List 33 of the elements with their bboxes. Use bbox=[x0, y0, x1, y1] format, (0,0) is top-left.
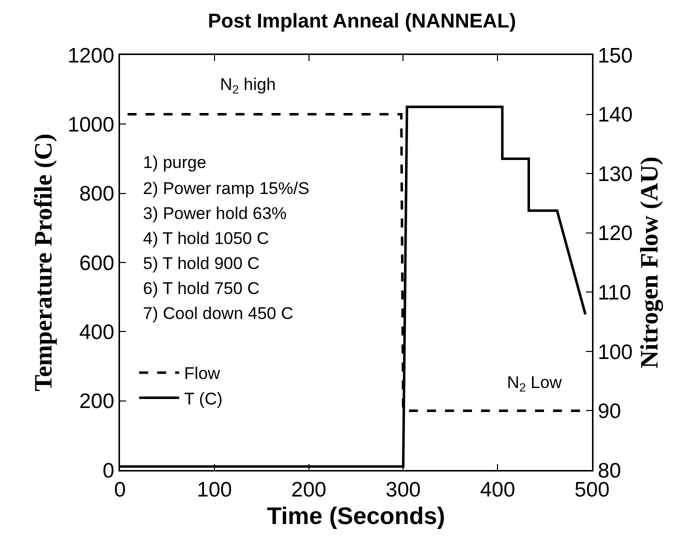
y-tick-label: 200 bbox=[79, 390, 114, 414]
y2-tick-label: 150 bbox=[598, 44, 633, 68]
y-axis-title: Temperature Profile (C) bbox=[30, 134, 58, 392]
y2-tick-label: 130 bbox=[598, 162, 633, 186]
y-tick-label: 1000 bbox=[68, 114, 114, 137]
annotation: 6) T hold 750 C bbox=[143, 279, 260, 298]
x-tick-label: 400 bbox=[480, 478, 516, 502]
y-tick-label: 1200 bbox=[68, 44, 114, 68]
annotation: N$_{2}$ high bbox=[220, 75, 276, 97]
annotation: N$_{2}$ Low bbox=[507, 373, 563, 395]
annotation: 4) T hold 1050 C bbox=[143, 229, 270, 248]
y-tick-label: 800 bbox=[79, 182, 114, 206]
y2-tick-label: 90 bbox=[598, 400, 622, 424]
x-tick-label: 100 bbox=[196, 478, 232, 502]
y-tick-label: 0 bbox=[102, 459, 114, 482]
annotation: 3) Power hold 63% bbox=[143, 204, 287, 223]
chart-title: Post Implant Anneal (NANNEAL) bbox=[208, 10, 516, 33]
legend-label: Flow bbox=[184, 364, 221, 384]
annotation: 7) Cool down 450 C bbox=[143, 304, 294, 323]
x-tick-label: 200 bbox=[291, 478, 326, 502]
x-axis-title: Time (Seconds) bbox=[266, 502, 446, 530]
y2-axis-title: Nitrogen Flow (AU) bbox=[636, 156, 664, 368]
y2-tick-label: 110 bbox=[598, 281, 632, 304]
y-tick-label: 400 bbox=[79, 321, 114, 344]
annotation: 2) Power ramp 15%/S bbox=[143, 179, 310, 198]
y2-tick-label: 100 bbox=[598, 340, 633, 364]
annotation: 1) purge bbox=[143, 153, 206, 172]
annotation: 5) T hold 900 C bbox=[143, 254, 260, 273]
legend-label: T (C) bbox=[184, 389, 223, 408]
x-tick-label: 300 bbox=[386, 478, 421, 502]
y-tick-label: 600 bbox=[79, 252, 114, 275]
y2-tick-label: 140 bbox=[598, 104, 633, 127]
y2-tick-label: 120 bbox=[598, 222, 633, 246]
